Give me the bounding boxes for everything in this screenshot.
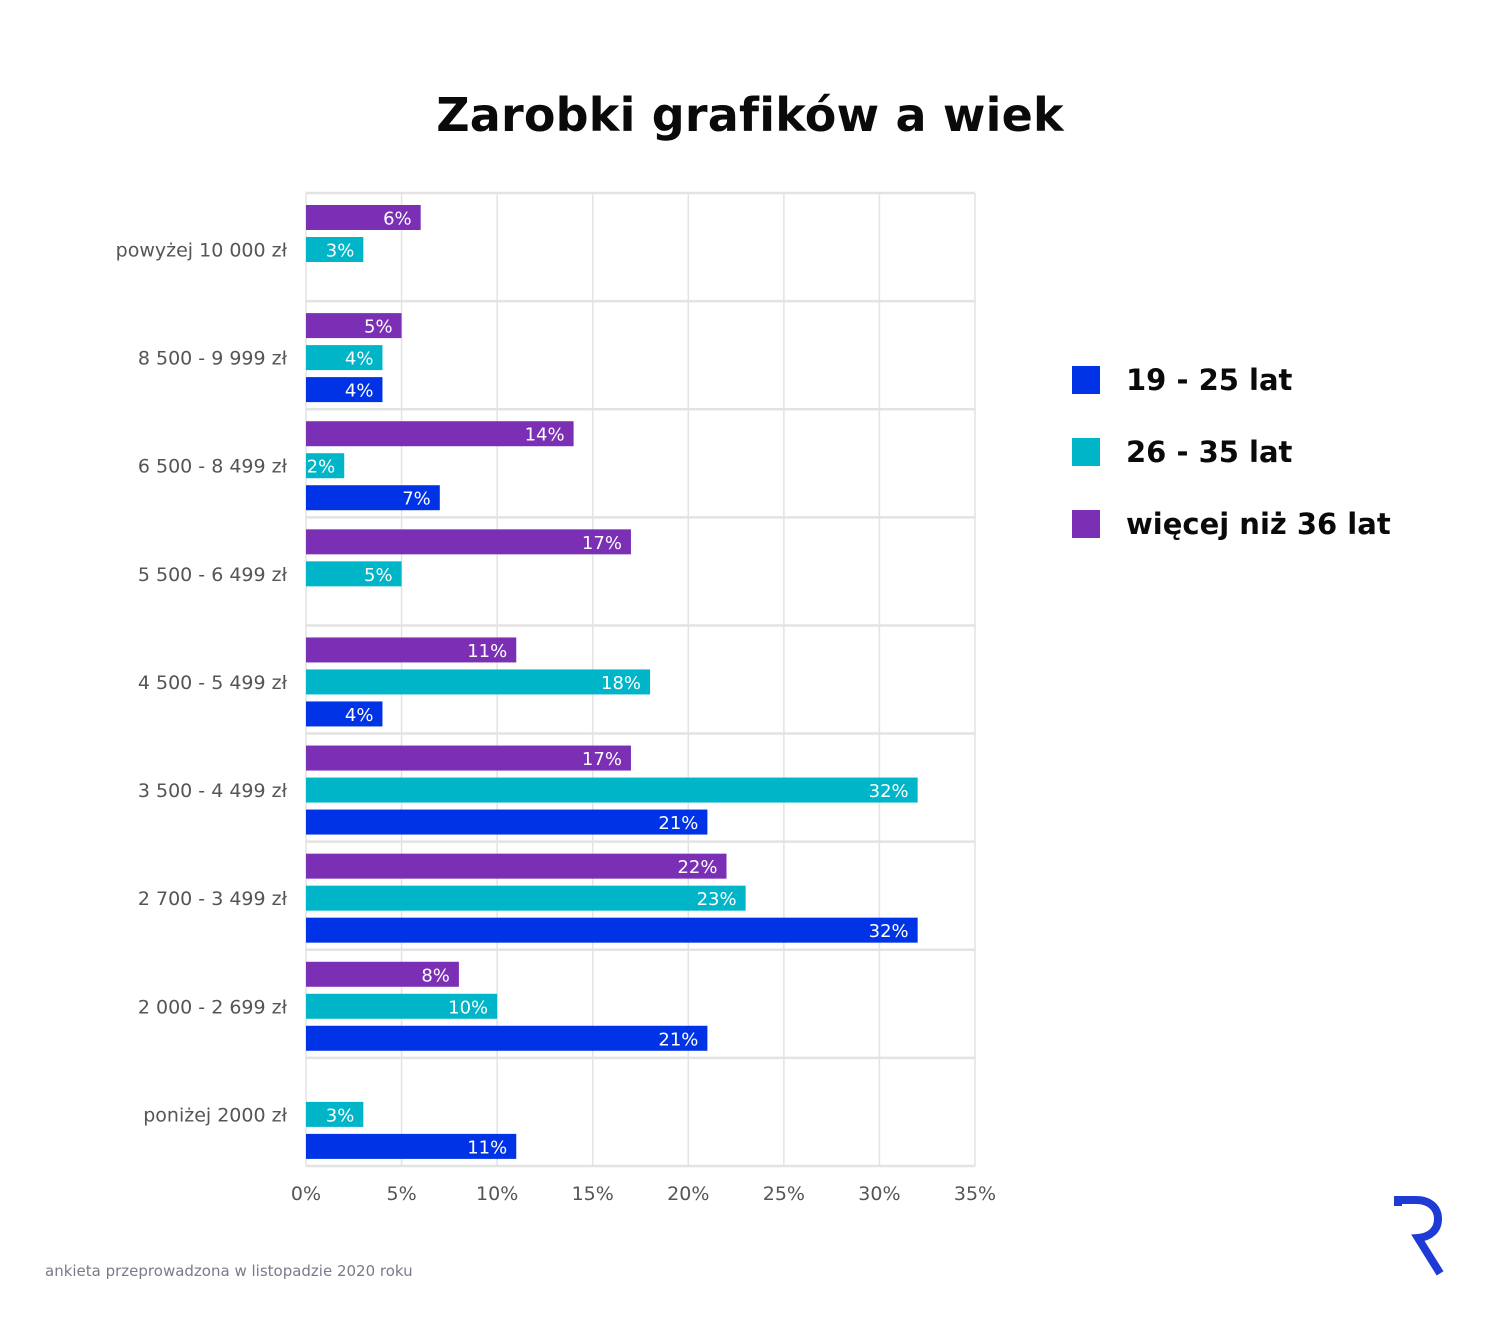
bar-value-label: 4% (345, 705, 374, 726)
bar-value-label: 32% (869, 921, 909, 942)
category-label: 2 000 - 2 699 zł (138, 996, 288, 1018)
category-label: 4 500 - 5 499 zł (138, 672, 288, 694)
bar (306, 1133, 517, 1159)
bar (306, 637, 517, 663)
legend-item-36-plus: więcej niż 36 lat (1072, 506, 1472, 542)
legend-label-19-25: 19 - 25 lat (1126, 363, 1293, 397)
bar (306, 377, 383, 403)
bar (306, 345, 383, 371)
bar-value-label: 10% (448, 997, 488, 1018)
bar (306, 993, 498, 1019)
bar-value-label: 5% (364, 317, 393, 338)
bar-value-label: 2% (307, 457, 336, 478)
bar (306, 453, 345, 479)
x-tick-label: 30% (858, 1183, 900, 1205)
bar (306, 853, 727, 879)
bar (306, 529, 631, 555)
chart-bars (306, 205, 918, 1159)
legend-swatch-36-plus (1072, 510, 1100, 538)
chart-title: Zarobki grafików a wiek (436, 88, 1064, 142)
bar (306, 809, 708, 835)
legend-swatch-26-35 (1072, 438, 1100, 466)
bar (306, 1101, 364, 1127)
x-tick-label: 20% (667, 1183, 709, 1205)
bar-value-label: 14% (525, 425, 565, 446)
bar-value-label: 32% (869, 781, 909, 802)
category-label: powyżej 10 000 zł (116, 240, 288, 262)
bar-value-label: 4% (345, 349, 374, 370)
chart-labels: 0% 5% 10% 15% 20% 25% 30% 35% powyżej 10 000 zł 6… (116, 209, 996, 1206)
bar (306, 313, 402, 339)
legend-label-26-35: 26 - 35 lat (1126, 435, 1293, 469)
bar (306, 1025, 708, 1051)
bar-value-label: 3% (326, 1105, 355, 1126)
x-tick-label: 10% (476, 1183, 518, 1205)
x-tick-label: 35% (954, 1183, 996, 1205)
bar-value-label: 22% (677, 857, 717, 878)
bar (306, 669, 651, 695)
category-label: 3 500 - 4 499 zł (138, 780, 288, 802)
category-label: 2 700 - 3 499 zł (138, 888, 288, 910)
bar (306, 777, 918, 803)
bar-value-label: 17% (582, 749, 622, 770)
r-brand-logo-icon (1394, 1196, 1444, 1276)
category-label: 5 500 - 6 499 zł (138, 564, 288, 586)
bar (306, 917, 918, 943)
x-tick-label: 0% (291, 1183, 321, 1205)
bar (306, 561, 402, 587)
survey-footnote: ankieta przeprowadzona w listopadzie 202… (45, 1262, 413, 1280)
bar (306, 961, 459, 987)
bar-value-label: 4% (345, 381, 374, 402)
bar (306, 421, 574, 447)
bar-value-label: 18% (601, 673, 641, 694)
chart-legend: 19 - 25 lat 26 - 35 lat więcej niż 36 la… (1072, 362, 1472, 578)
legend-label-36-plus: więcej niż 36 lat (1126, 507, 1391, 541)
category-label: 8 500 - 9 999 zł (138, 348, 288, 370)
bar (306, 205, 421, 230)
bar-value-label: 11% (467, 1137, 507, 1158)
bar-value-label: 7% (402, 489, 431, 510)
x-tick-label: 5% (386, 1183, 416, 1205)
x-tick-label: 25% (763, 1183, 805, 1205)
bar-value-label: 3% (326, 241, 355, 262)
category-label: 6 500 - 8 499 zł (138, 456, 288, 478)
x-tick-label: 15% (572, 1183, 614, 1205)
bar (306, 745, 631, 771)
bar-value-label: 11% (467, 641, 507, 662)
legend-swatch-19-25 (1072, 366, 1100, 394)
bar-value-label: 21% (658, 1029, 698, 1050)
bar (306, 237, 364, 262)
bar-value-label: 21% (658, 813, 698, 834)
legend-item-19-25: 19 - 25 lat (1072, 362, 1472, 398)
chart-grid (305, 191, 976, 1168)
legend-item-26-35: 26 - 35 lat (1072, 434, 1472, 470)
bar-value-label: 5% (364, 565, 393, 586)
bar-value-label: 6% (383, 209, 412, 230)
bar (306, 485, 440, 511)
category-label: poniżej 2000 zł (143, 1104, 287, 1126)
bar-value-label: 17% (582, 533, 622, 554)
bar-value-label: 23% (697, 889, 737, 910)
bar-value-label: 8% (421, 965, 450, 986)
bar (306, 885, 746, 911)
bar (306, 701, 383, 727)
